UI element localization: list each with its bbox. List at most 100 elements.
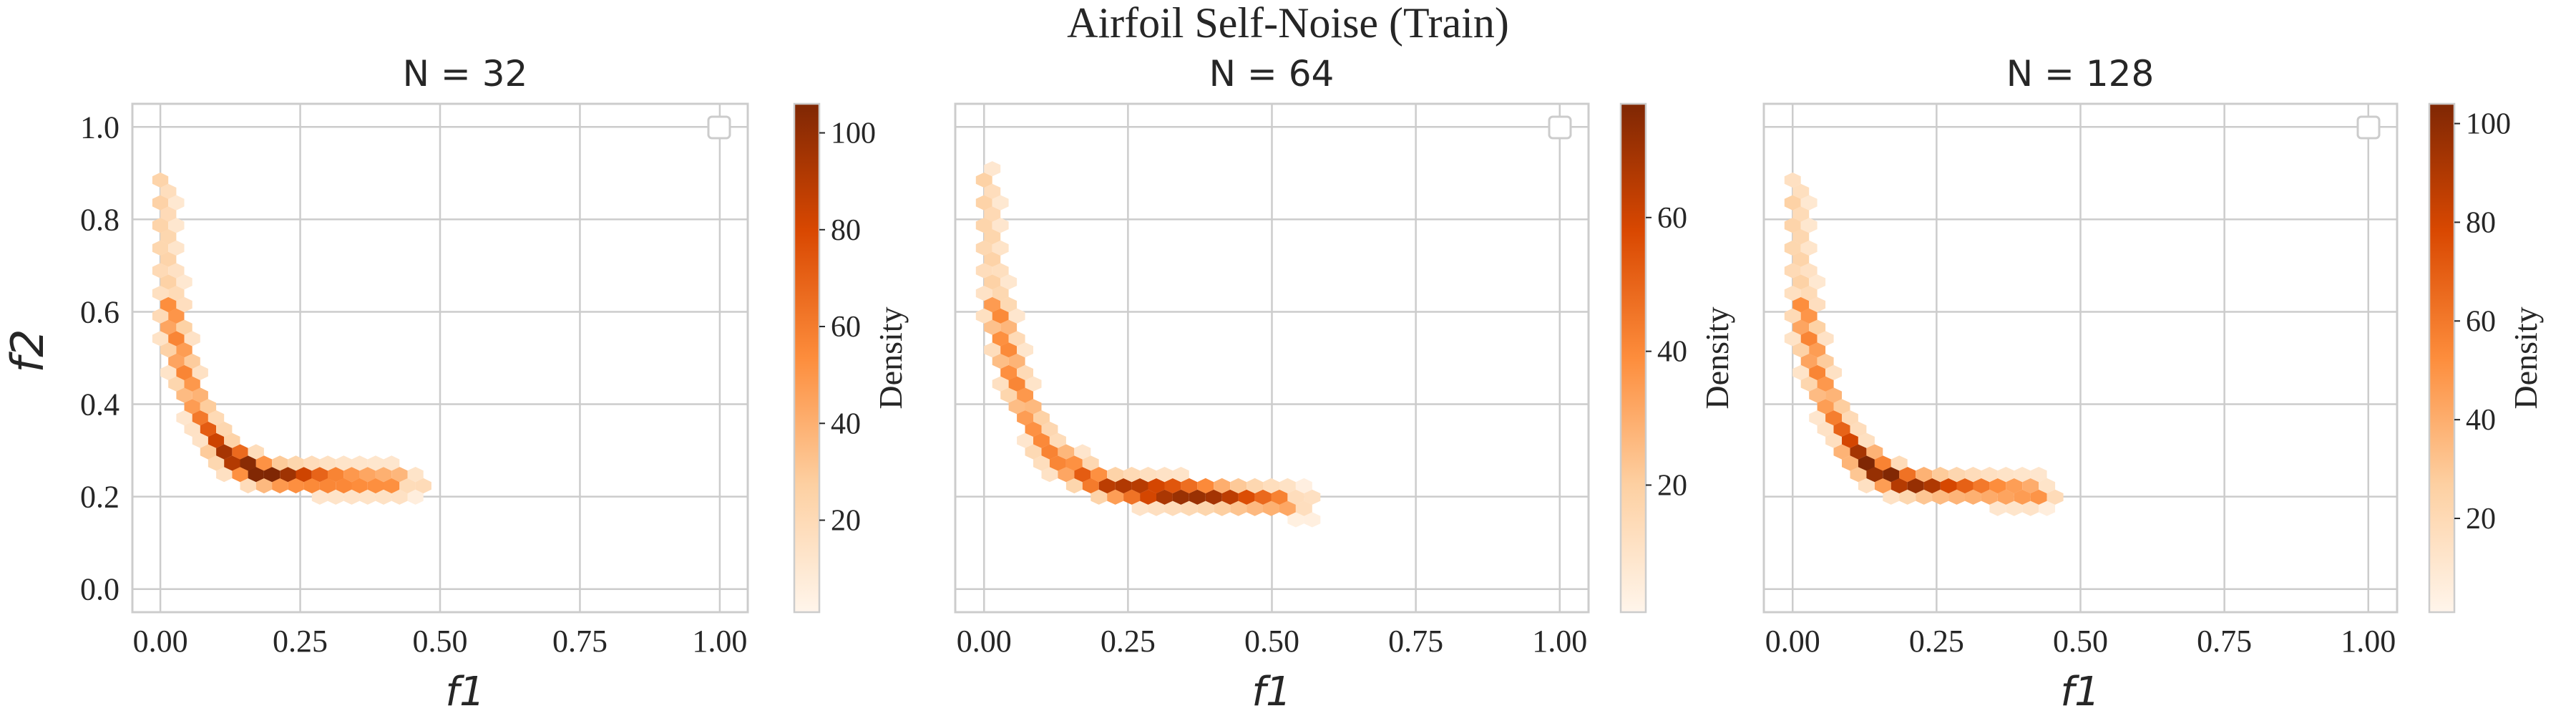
hexbin-cell bbox=[208, 432, 225, 448]
hexbin-cell bbox=[992, 331, 1009, 347]
hexbin-cell bbox=[984, 206, 1001, 222]
hexbin-cell bbox=[1997, 489, 2014, 505]
hexbin-cell bbox=[160, 274, 177, 290]
hexbin-cell bbox=[1784, 218, 1801, 233]
hexbin-cell bbox=[1833, 399, 1850, 415]
hexbin-cell bbox=[1008, 308, 1025, 324]
hexbin-cell bbox=[1017, 410, 1033, 426]
figure-suptitle: Airfoil Self-Noise (Train) bbox=[1067, 0, 1509, 47]
hexbin-cell bbox=[1817, 331, 1834, 347]
colorbar-tick-label: 60 bbox=[831, 311, 861, 344]
hexbin-cell bbox=[152, 286, 169, 301]
x-axis-label: f1 bbox=[2060, 669, 2099, 715]
grid-lines bbox=[132, 104, 748, 612]
hexbin-cell bbox=[319, 455, 336, 471]
hexbin-cell bbox=[160, 364, 177, 380]
x-tick-label: 0.25 bbox=[1101, 624, 1156, 659]
hexbin-cell bbox=[975, 263, 992, 279]
colorbar-label: Density bbox=[2507, 306, 2544, 409]
hexbin-cell bbox=[152, 263, 169, 279]
hexbin-cell bbox=[1148, 500, 1165, 516]
hexbin-cell bbox=[1295, 500, 1312, 516]
hexbin-cell bbox=[1123, 489, 1141, 505]
hexbin-cell bbox=[1800, 331, 1818, 347]
hexbin-cell bbox=[1287, 512, 1304, 528]
x-tick-label: 0.75 bbox=[1388, 624, 1443, 659]
hexbin-layer bbox=[152, 172, 431, 505]
empty-legend-box bbox=[2356, 115, 2381, 140]
hexbin-cell bbox=[1883, 467, 1900, 483]
x-tick-label: 0.25 bbox=[1909, 624, 1964, 659]
colorbar-gradient bbox=[1619, 102, 1647, 614]
hexbin-cell bbox=[1916, 467, 1933, 483]
hexbin-cell bbox=[168, 331, 185, 347]
colorbar-tick-label: 60 bbox=[1657, 202, 1687, 235]
x-tick-label: 0.00 bbox=[957, 624, 1012, 659]
hexbin-cell bbox=[1279, 478, 1296, 494]
hexbin-cell bbox=[303, 478, 320, 494]
x-tick-label: 0.50 bbox=[1244, 624, 1299, 659]
hexbin-cell bbox=[975, 240, 992, 256]
hexbin-cell bbox=[1287, 489, 1304, 505]
hexbin-cell bbox=[1850, 421, 1867, 437]
hexbin-cell bbox=[160, 319, 177, 335]
hexbin-cell bbox=[1131, 478, 1148, 494]
colorbar-tick-label: 80 bbox=[831, 214, 861, 247]
hexbin-cell bbox=[375, 467, 392, 483]
hexbin-cell bbox=[1809, 342, 1826, 358]
hexbin-cell bbox=[1800, 218, 1818, 233]
hexbin-cell bbox=[184, 331, 200, 347]
tick-labels: 0.00 0.25 0.50 0.75 1.00 bbox=[957, 624, 1588, 659]
hexbin-cell bbox=[1140, 489, 1156, 505]
hexbin-cell bbox=[1809, 410, 1826, 426]
hexbin-cell bbox=[152, 218, 169, 233]
hexbin-cell bbox=[1058, 444, 1075, 460]
colorbar-tick-label: 40 bbox=[1657, 336, 1687, 369]
hexbin-cell bbox=[1025, 421, 1042, 437]
hexbin-cell bbox=[1858, 432, 1875, 448]
hexbin-cell bbox=[240, 455, 256, 471]
hexbin-cell bbox=[1115, 478, 1132, 494]
hexbin-cell bbox=[160, 228, 177, 245]
hexbin-cell bbox=[208, 455, 225, 471]
hexbin-cell bbox=[1817, 421, 1834, 437]
x-tick-label: 1.00 bbox=[692, 624, 747, 659]
y-axis-label: f2 bbox=[1, 329, 54, 372]
hexbin-cell bbox=[1074, 444, 1091, 460]
hexbin-cell bbox=[1000, 274, 1018, 290]
hexbin-cell bbox=[303, 455, 320, 471]
hexbin-cell bbox=[992, 240, 1009, 256]
hexbin-cell bbox=[1008, 399, 1025, 415]
hexbin-cell bbox=[1164, 478, 1181, 494]
hexbin-cell bbox=[1784, 308, 1801, 324]
hexbin-cell bbox=[192, 410, 208, 426]
hexbin-cell bbox=[992, 195, 1009, 211]
hexbin-cell bbox=[280, 467, 296, 483]
hexbin-cell bbox=[336, 455, 352, 471]
hexbin-cell bbox=[152, 331, 169, 347]
hexbin-cell bbox=[1784, 195, 1801, 211]
hexbin-cell bbox=[184, 421, 200, 437]
hexbin-cell bbox=[2022, 500, 2039, 516]
hexbin-cell bbox=[192, 432, 208, 448]
hexbin-cell bbox=[1017, 342, 1033, 358]
hexbin-cell bbox=[975, 286, 992, 301]
y-tick-label: 0.6 bbox=[80, 294, 119, 329]
hexbin-cell bbox=[208, 410, 225, 426]
hexbin-cell bbox=[384, 478, 400, 494]
hexbin-cell bbox=[160, 183, 177, 199]
hexbin-cell bbox=[248, 467, 264, 483]
hexbin-cell bbox=[1833, 421, 1850, 437]
hexbin-cell bbox=[2014, 489, 2031, 505]
hexbin-cell bbox=[1033, 432, 1050, 448]
hexbin-cell bbox=[992, 263, 1009, 279]
hexbin-cell bbox=[1989, 478, 2006, 494]
x-axis-label: f1 bbox=[445, 669, 484, 715]
hexbin-cell bbox=[2006, 478, 2023, 494]
colorbar-tick-label: 40 bbox=[831, 407, 861, 440]
hexbin-cell bbox=[1800, 286, 1818, 301]
hexbin-cell bbox=[1091, 467, 1108, 483]
hexbin-cell bbox=[328, 489, 344, 505]
hexbin-cell bbox=[160, 296, 177, 313]
x-axis-label: f1 bbox=[1252, 669, 1291, 715]
